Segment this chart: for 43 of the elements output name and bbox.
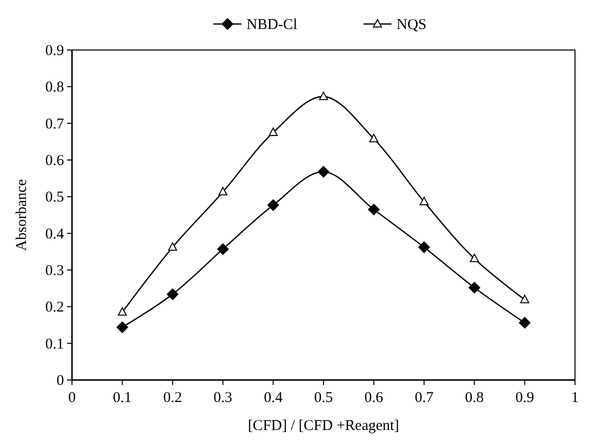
point	[116, 321, 128, 334]
point	[518, 316, 531, 329]
point	[166, 288, 179, 300]
x-tick-label: 0.8	[465, 390, 484, 406]
point	[420, 196, 429, 206]
point	[319, 92, 328, 100]
y-tick-label: 0.6	[45, 153, 64, 169]
x-tick-label: 0	[68, 390, 76, 406]
y-tick-label: 0.9	[45, 43, 64, 59]
point	[369, 134, 378, 142]
x-tick-label: 0.1	[112, 390, 132, 406]
x-tick-label: 0.7	[414, 390, 434, 406]
x-tick-label: 0.9	[515, 390, 534, 406]
point	[368, 204, 380, 216]
x-tick-label: 0.6	[364, 390, 384, 406]
point	[216, 243, 229, 256]
y-tick-label: 0.4	[45, 226, 64, 242]
y-tick-label: 0.8	[45, 80, 64, 96]
point	[470, 254, 479, 262]
point	[218, 186, 228, 196]
x-tick-label: 1	[571, 390, 579, 406]
y-axis-title: Absorbance	[14, 178, 30, 251]
point	[118, 307, 127, 316]
point	[168, 242, 178, 251]
point	[520, 294, 530, 304]
legend-label: NBD-Cl	[246, 17, 298, 33]
point	[267, 199, 280, 212]
x-tick-label: 0.3	[214, 390, 232, 406]
y-tick-label: 0.5	[45, 190, 64, 206]
x-tick-label: 0.2	[163, 390, 182, 406]
y-tick-label: 0	[56, 373, 64, 389]
point	[318, 166, 330, 178]
y-tick-label: 0.7	[45, 116, 64, 132]
point	[418, 241, 430, 254]
y-tick-label: 0.1	[45, 336, 64, 352]
legend-label: NQS	[396, 17, 427, 33]
x-tick-label: 0.4	[264, 390, 284, 406]
point	[268, 128, 278, 136]
y-tick-label: 0.3	[45, 263, 64, 279]
x-axis-title: [CFD] / [CFD +Reagent]	[248, 418, 400, 434]
point	[468, 282, 480, 294]
x-tick-label: 0.5	[314, 390, 333, 406]
y-tick-label: 0.2	[45, 300, 64, 316]
